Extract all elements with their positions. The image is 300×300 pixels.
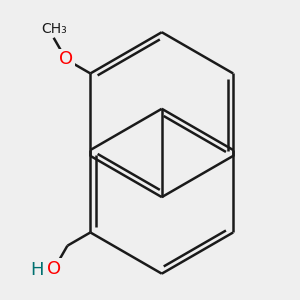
Text: O: O [59,50,73,68]
Text: H: H [30,261,43,279]
Text: O: O [47,260,61,278]
Text: CH₃: CH₃ [41,22,67,36]
